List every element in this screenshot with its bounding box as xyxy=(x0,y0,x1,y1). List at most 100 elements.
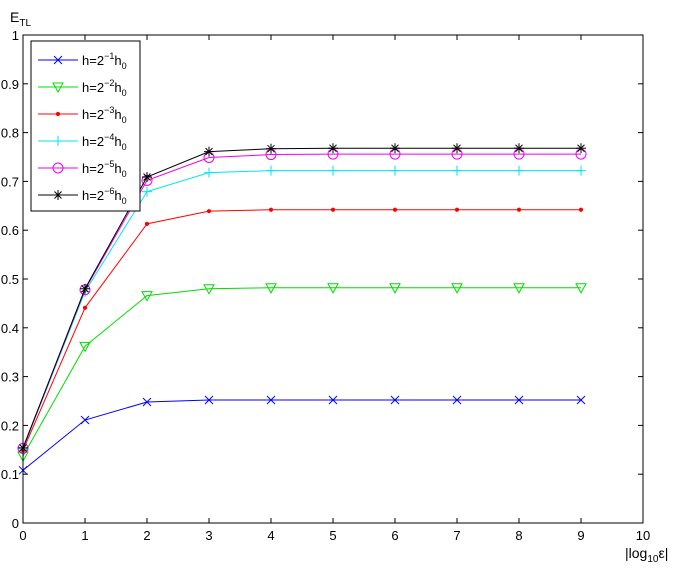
marker-shape xyxy=(203,284,215,295)
data-point xyxy=(390,165,400,176)
legend-item: h=2−1h0 xyxy=(38,51,127,71)
marker-shape xyxy=(575,283,587,294)
data-point xyxy=(52,82,64,94)
series-2 xyxy=(17,283,587,463)
marker-stroke xyxy=(453,144,461,153)
series-3 xyxy=(20,207,584,453)
marker-shape xyxy=(330,207,336,212)
y-tick-label: 0.9 xyxy=(1,77,19,92)
marker-stroke xyxy=(266,395,276,405)
data-point xyxy=(79,341,91,353)
plot-frame xyxy=(22,34,644,524)
data-point xyxy=(53,136,63,146)
y-tick-labels: 0 0.1 0.2 0.3 0.4 0.5 0.6 0.7 0.8 0.9 1 xyxy=(1,28,19,531)
data-point xyxy=(204,395,214,405)
marker-stroke xyxy=(80,415,90,425)
marker-stroke xyxy=(81,284,89,293)
data-point xyxy=(266,395,276,405)
marker-stroke xyxy=(205,147,213,156)
legend-label: h=2−6h0 xyxy=(82,186,127,206)
marker-shape xyxy=(206,209,212,214)
marker-stroke xyxy=(576,395,586,405)
data-point xyxy=(206,209,212,214)
series-line xyxy=(22,170,581,450)
marker-stroke xyxy=(452,395,462,405)
series-line xyxy=(22,153,581,449)
y-tick-label: 0.8 xyxy=(1,126,19,141)
marker-shape xyxy=(392,207,398,212)
y-tick-label: 0.5 xyxy=(1,272,19,287)
marker-stroke xyxy=(204,395,214,405)
marker-stroke xyxy=(54,191,62,199)
y-tick-label: 0.4 xyxy=(1,321,19,336)
marker-stroke xyxy=(142,397,152,407)
x-tick-label: 7 xyxy=(453,528,460,543)
marker-stroke xyxy=(514,395,524,405)
data-point xyxy=(452,143,462,154)
legend-label: h=2−2h0 xyxy=(82,78,127,98)
y-axis-label: ETL xyxy=(10,9,31,29)
data-point xyxy=(575,283,587,294)
marker-stroke xyxy=(577,144,585,153)
x-tick-label: 0 xyxy=(19,528,26,543)
data-point xyxy=(141,291,153,302)
x-tick-label: 3 xyxy=(205,528,212,543)
data-point xyxy=(576,143,586,154)
y-tick-label: 0.6 xyxy=(1,223,19,238)
data-point xyxy=(328,165,338,176)
legend-label: h=2−5h0 xyxy=(82,159,127,179)
data-point xyxy=(389,283,401,294)
data-point xyxy=(390,395,400,405)
data-point xyxy=(265,283,277,294)
data-point xyxy=(392,207,398,212)
marker-shape xyxy=(52,82,64,94)
series-4 xyxy=(18,165,586,454)
data-point xyxy=(451,283,463,294)
y-tick-label: 0.3 xyxy=(1,370,19,385)
data-point xyxy=(142,172,152,183)
marker-shape xyxy=(451,283,463,294)
legend-label: h=2−3h0 xyxy=(82,105,127,125)
marker-shape xyxy=(82,305,88,310)
series-line xyxy=(22,147,581,449)
y-tick-label: 1 xyxy=(12,28,19,43)
series-layer xyxy=(17,143,587,475)
legend-item: h=2−6h0 xyxy=(38,186,127,206)
marker-shape xyxy=(55,111,61,117)
data-point xyxy=(268,207,274,212)
data-point xyxy=(204,167,214,178)
data-point xyxy=(142,397,152,407)
x-tick-label: 2 xyxy=(143,528,150,543)
marker-shape xyxy=(516,207,522,212)
legend-item: h=2−5h0 xyxy=(38,159,127,179)
data-point xyxy=(578,207,584,212)
data-point xyxy=(330,207,336,212)
marker-shape xyxy=(327,283,339,294)
marker-shape xyxy=(389,283,401,294)
y-tick-label: 0.7 xyxy=(1,174,19,189)
data-point xyxy=(576,395,586,405)
data-point xyxy=(514,143,524,154)
x-axis-label: |log10ε| xyxy=(625,545,668,565)
legend-label: h=2−4h0 xyxy=(82,132,127,152)
marker-stroke xyxy=(267,144,275,153)
marker-shape xyxy=(513,283,525,294)
x-tick-labels: 0 1 2 3 4 5 6 7 8 9 10 xyxy=(19,528,650,543)
marker-stroke xyxy=(329,144,337,153)
data-point xyxy=(327,283,339,294)
series-line xyxy=(22,399,581,471)
legend-label: h=2−1h0 xyxy=(82,51,127,71)
legend: h=2−1h0 h=2−2h0 h=2−3h0 h=2−4h0 h=2−5h0 h=2−6… xyxy=(30,40,141,212)
marker-shape xyxy=(141,291,153,302)
marker-stroke xyxy=(390,395,400,405)
x-tick-label: 9 xyxy=(577,528,584,543)
legend-item: h=2−2h0 xyxy=(38,78,127,98)
data-point xyxy=(80,283,90,294)
data-point xyxy=(82,305,88,310)
data-point xyxy=(514,165,524,176)
marker-stroke xyxy=(143,173,151,181)
x-tick-label: 10 xyxy=(636,528,650,543)
marker-shape xyxy=(454,207,460,212)
data-point xyxy=(452,165,462,176)
data-point xyxy=(144,221,150,226)
